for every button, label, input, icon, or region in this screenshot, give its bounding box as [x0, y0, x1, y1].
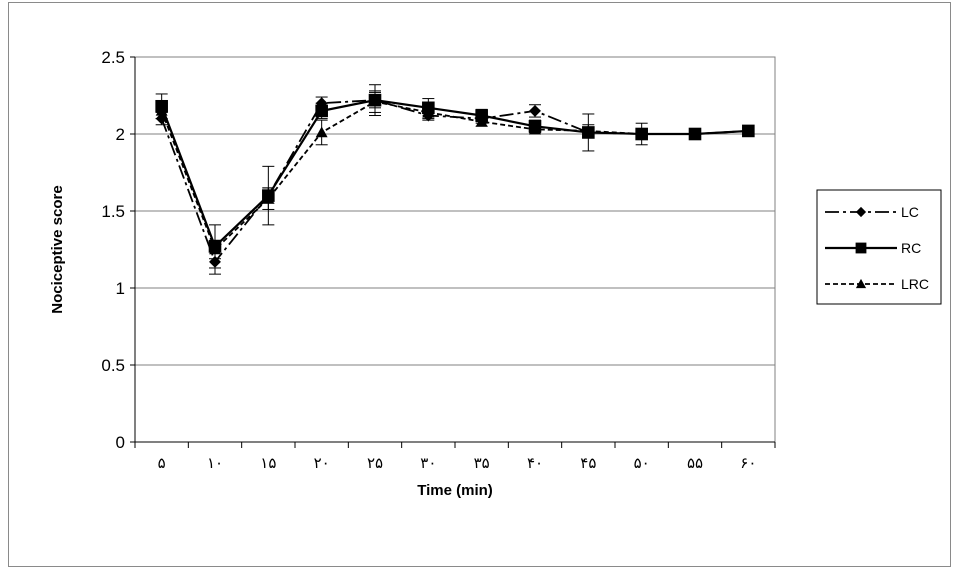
x-tick-label: ۳۰: [420, 454, 436, 472]
chart-frame: [8, 2, 951, 567]
data-point: [635, 128, 648, 139]
data-point: [529, 123, 541, 135]
series-lc: [155, 91, 755, 275]
x-tick-label: ۴۰: [527, 454, 543, 472]
data-point: [155, 104, 168, 116]
x-tick-label: ۲۰: [314, 454, 330, 472]
data-point: [582, 124, 595, 136]
x-axis-label: Time (min): [417, 482, 493, 499]
series-rc: [155, 84, 755, 269]
x-tick-labels: ۵ ۱۰ ۱۵ ۲۰ ۲۵ ۳۰ ۳۵ ۴۰ ۴۵ ۵۰ ۵۵ ۶۰: [158, 454, 757, 472]
x-tick-label: ۱۰: [207, 454, 223, 472]
data-point: [475, 115, 488, 127]
legend-marker-diamond: [855, 206, 867, 218]
x-tick-label: ۲۵: [367, 454, 383, 472]
x-tick-label: ۵: [158, 454, 166, 472]
series-lrc: [155, 90, 755, 260]
gridlines: [135, 56, 775, 366]
x-tick-label: ۵۰: [634, 454, 650, 472]
legend-label: RC: [901, 240, 921, 256]
series-line: [160, 99, 749, 249]
y-tick-label: 1.5: [101, 202, 125, 221]
x-tick-label: ۴۵: [580, 454, 596, 472]
data-point: [262, 192, 275, 204]
legend-label: LC: [901, 204, 919, 220]
data-point: [422, 106, 435, 118]
data-point: [689, 128, 701, 139]
y-tick-label: 1: [116, 279, 125, 298]
x-tick-label: ۵۵: [687, 454, 703, 472]
y-tick-label: 2: [116, 125, 125, 144]
y-tick-label: 2.5: [101, 48, 125, 67]
x-tick-label: ۳۵: [474, 454, 490, 472]
y-tick-label: 0: [116, 433, 125, 452]
axes: [130, 56, 776, 448]
series-layer: [155, 84, 755, 275]
plot-area: [134, 56, 776, 443]
data-point: [529, 104, 541, 117]
x-tick-label: ۶۰: [740, 454, 756, 472]
data-point: [475, 109, 488, 122]
data-point: [315, 126, 328, 138]
legend-marker-square: [855, 242, 867, 254]
series-line: [160, 99, 749, 264]
data-point: [209, 243, 221, 255]
data-point: [742, 124, 755, 136]
y-axis-label: Nociceptive score: [49, 185, 66, 313]
y-tick-labels: 0 0.5 1 1.5 2 2.5: [101, 48, 125, 452]
data-point: [315, 104, 328, 118]
legend-label: LRC: [901, 276, 929, 292]
legend-marker-triangle: [855, 278, 867, 289]
x-tick-label: ۱۵: [260, 454, 276, 472]
data-point: [369, 95, 381, 107]
legend: LC RC LRC: [816, 189, 942, 305]
y-tick-label: 0.5: [101, 356, 125, 375]
series-line: [160, 100, 749, 252]
